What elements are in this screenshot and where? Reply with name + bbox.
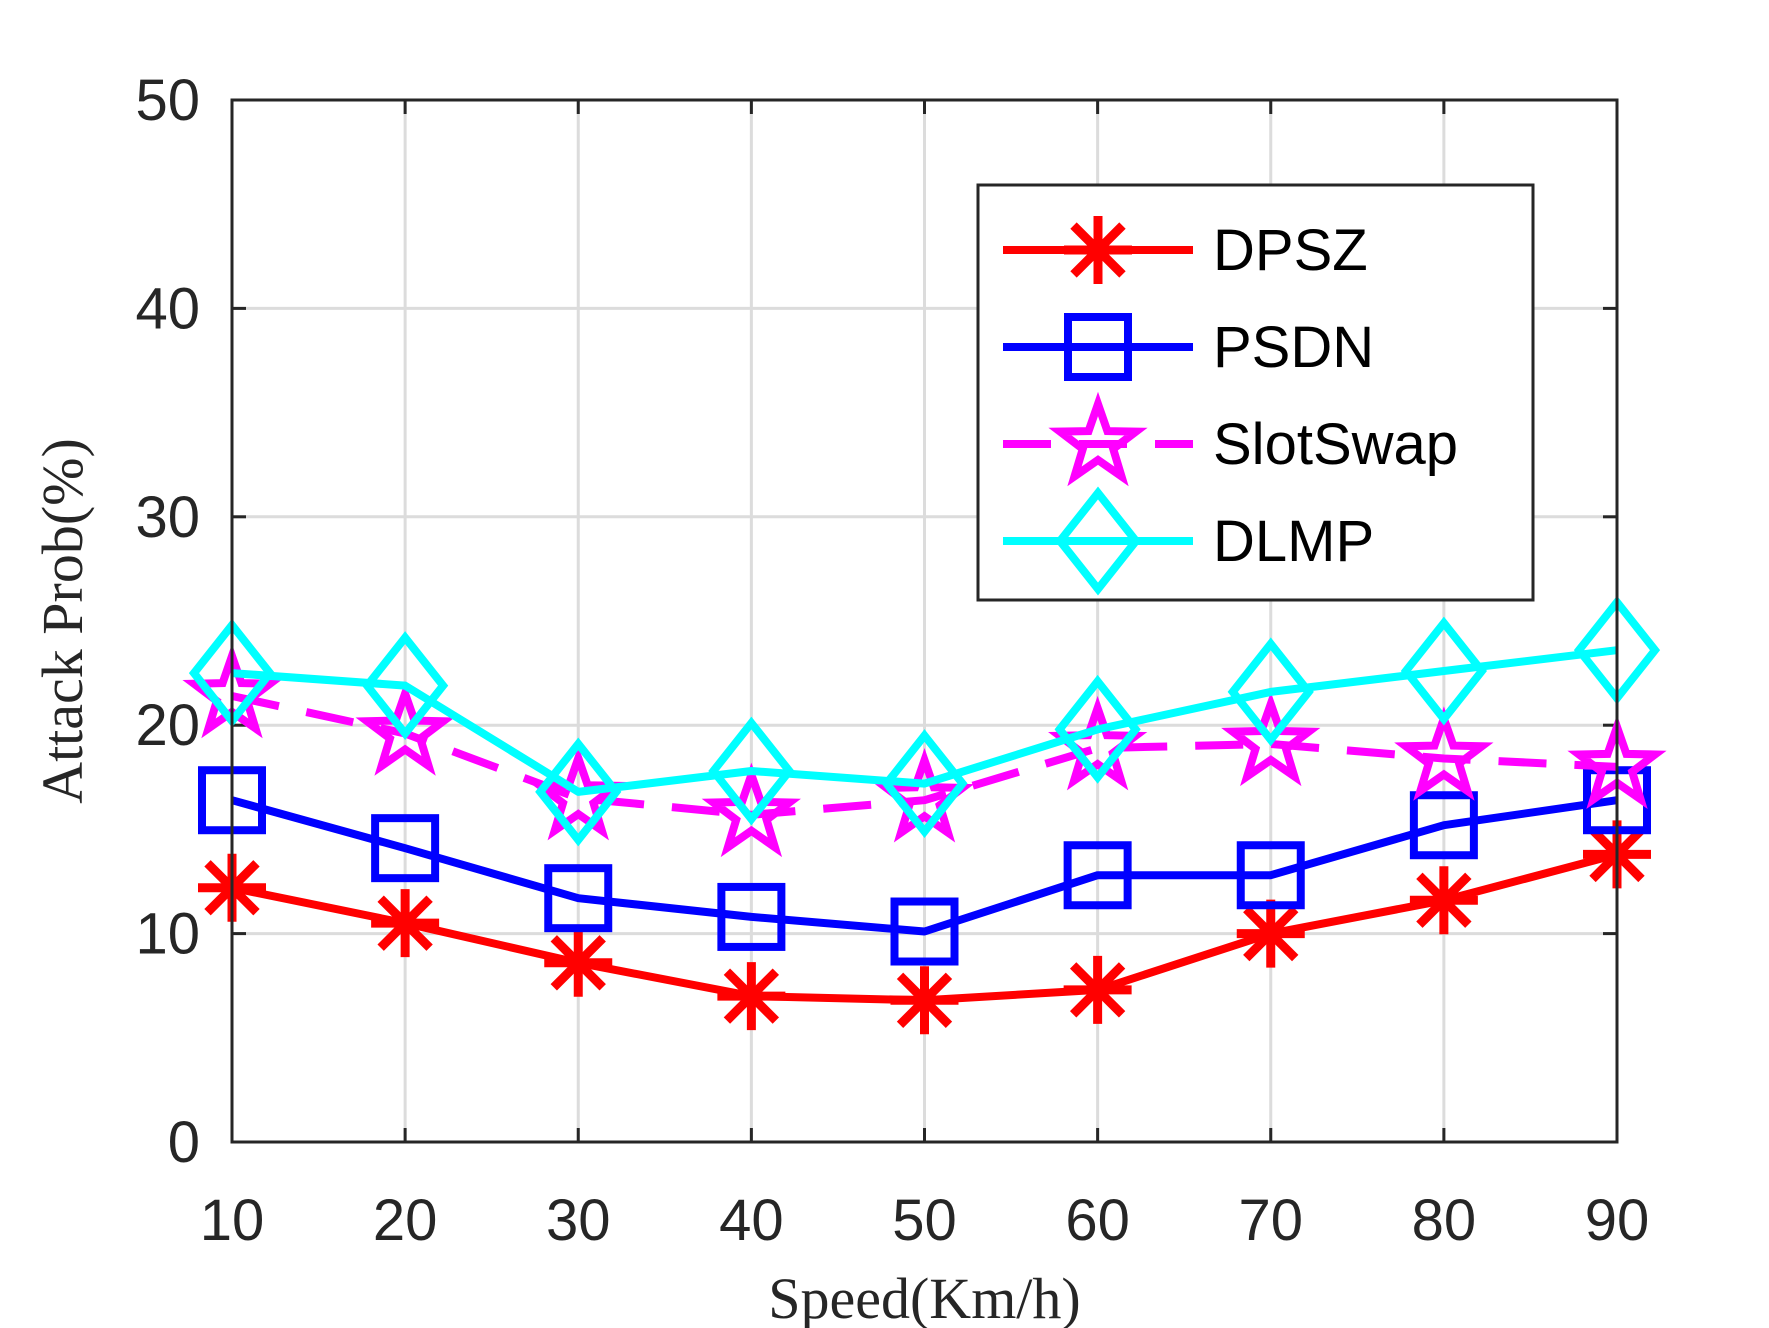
data-point — [1409, 791, 1478, 860]
legend: DPSZ PSDN SlotSwap DLMP — [976, 183, 1535, 602]
series-line — [231, 692, 1618, 819]
x-tick-label: 70 — [1238, 1188, 1303, 1253]
data-point — [708, 716, 795, 826]
data-point — [535, 737, 622, 847]
x-tick-label: 10 — [200, 1188, 265, 1253]
y-tick-label: 0 — [168, 1110, 200, 1175]
data-point — [371, 814, 440, 883]
legend-item: DPSZ — [1003, 216, 1368, 284]
legend-item: PSDN — [1003, 313, 1374, 381]
data-point — [355, 681, 455, 776]
legend-item: DLMP — [1003, 486, 1374, 596]
axes-box — [230, 98, 1619, 1144]
legend-marker — [1054, 486, 1142, 596]
data-point — [1409, 866, 1478, 935]
y-tick-label: 20 — [135, 693, 200, 758]
series-line — [230, 796, 1618, 936]
data-point — [874, 747, 975, 843]
series-psdn — [198, 766, 1651, 966]
data-point — [544, 864, 613, 933]
y-tick-label: 10 — [135, 902, 200, 967]
legend-marker — [1064, 313, 1132, 381]
data-point — [890, 897, 959, 966]
legend-label: PSDN — [1213, 315, 1374, 380]
x-tick-label: 30 — [546, 1188, 611, 1253]
data-point — [701, 762, 801, 858]
x-tick-label: 20 — [373, 1188, 438, 1253]
data-point — [1221, 691, 1321, 787]
data-point — [362, 631, 449, 741]
legend-marker — [1064, 216, 1132, 284]
data-point — [1394, 706, 1494, 801]
y-axis-label: Attack Prob(%) — [30, 438, 95, 804]
legend-label: DLMP — [1213, 509, 1374, 574]
x-tick-label: 80 — [1412, 1188, 1477, 1253]
data-point — [371, 889, 440, 958]
x-tick-label: 90 — [1585, 1188, 1650, 1253]
data-point — [1227, 637, 1314, 747]
data-point — [1400, 616, 1487, 726]
x-tick-label: 60 — [1065, 1188, 1130, 1253]
y-tick-label: 40 — [135, 276, 200, 341]
y-tick-label: 50 — [135, 68, 200, 133]
data-point — [1054, 674, 1141, 784]
legend-marker — [1048, 391, 1148, 487]
data-point — [717, 962, 786, 1031]
x-tick-label: 40 — [719, 1188, 784, 1253]
data-point — [1236, 899, 1305, 968]
data-point — [717, 882, 786, 951]
legend-label: SlotSwap — [1213, 412, 1458, 477]
data-point — [1063, 955, 1132, 1024]
x-tick-label: 50 — [892, 1188, 957, 1253]
data-point — [1063, 841, 1132, 910]
x-axis-label: Speed(Km/h) — [768, 1266, 1081, 1328]
legend-item: SlotSwap — [1003, 391, 1458, 487]
y-tick-label: 30 — [135, 485, 200, 550]
data-point — [890, 966, 959, 1035]
series-line — [231, 646, 1618, 796]
data-point — [1236, 841, 1305, 910]
legend-label: DPSZ — [1213, 218, 1368, 283]
data-point — [881, 729, 968, 838]
data-point — [544, 928, 613, 997]
